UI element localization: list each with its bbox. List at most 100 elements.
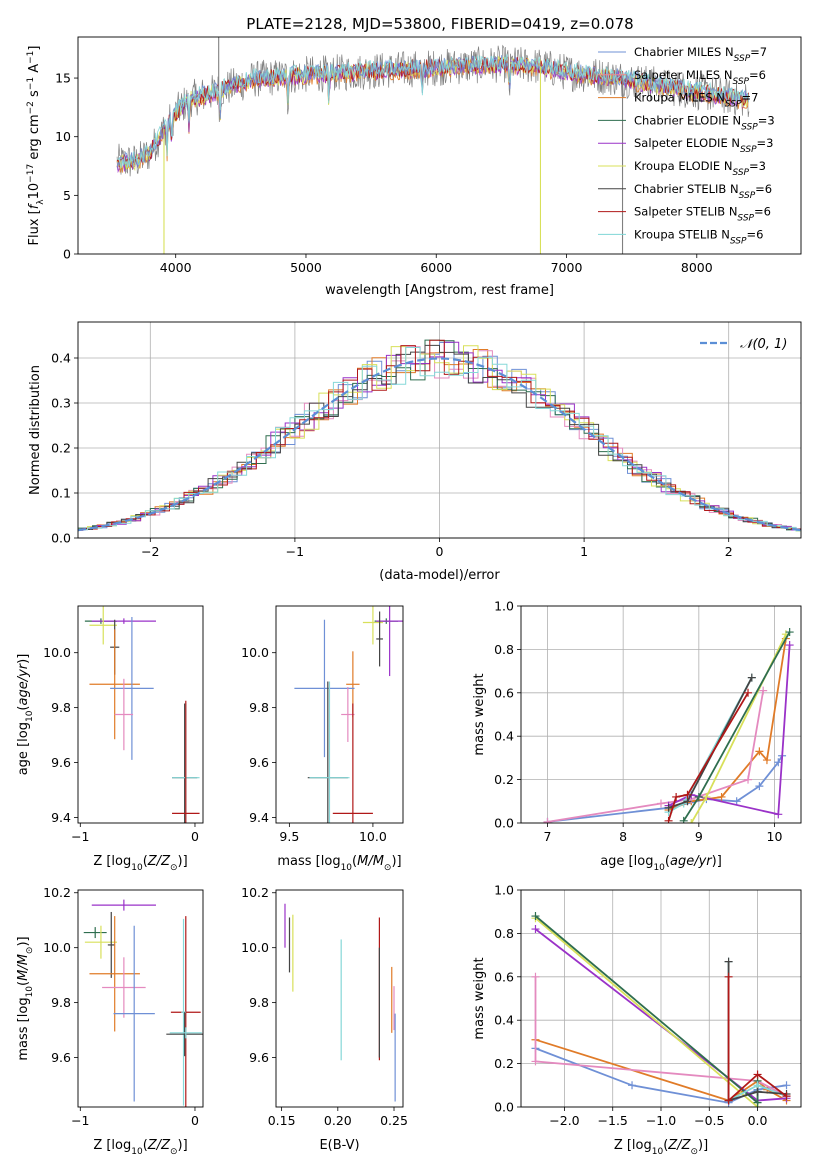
- x-tick-label: −1: [71, 1113, 89, 1128]
- x-tick-label: 4000: [160, 260, 192, 275]
- y-tick-label: 9.8: [51, 700, 71, 715]
- normal-curve: [78, 357, 801, 532]
- y-tick-label: 9.6: [249, 755, 269, 770]
- y-tick-label: 5: [63, 188, 71, 203]
- weight-line: [534, 917, 759, 1107]
- mass-weight-vs-metallicity-plot: −2.0 −1.5 −1.0 −0.5 0.0 0.0 0.2 0.4 0.6 0.8 1.0 Z […: [472, 883, 802, 1157]
- axes: 7 8 9 10 0.0 0.2 0.4 0.6 0.8 1.0 age [log10(age/yr…: [472, 599, 802, 873]
- y-tick-label: 0: [63, 247, 71, 262]
- axes: 0.15 0.20 0.25 9.6 9.8 10.0 10.2 E(B-V): [241, 885, 408, 1153]
- weight-marker: [762, 756, 771, 765]
- y-tick-label: 10.0: [43, 645, 71, 660]
- weight-marker: [683, 790, 692, 799]
- axes-frame: [520, 889, 802, 1108]
- data-spectrum-line: [116, 44, 750, 177]
- weight-marker: [755, 747, 764, 756]
- y-axis-label: Normed distribution: [28, 365, 43, 495]
- x-axis-label: Z [log10(Z/Z⊙)]: [93, 1138, 187, 1157]
- x-tick-label: 5000: [290, 260, 322, 275]
- x-tick-label: 0: [436, 544, 444, 559]
- weight-marker: [531, 912, 540, 921]
- x-tick-label: 8: [619, 829, 627, 844]
- weight-marker: [744, 775, 753, 784]
- y-tick-label: 0.0: [51, 531, 71, 546]
- legend: Chabrier MILES NSSP=7 Salpeter MILES NSSP…: [598, 45, 775, 246]
- axes-frame: [77, 321, 802, 539]
- y-tick-label: 9.6: [51, 755, 71, 770]
- weight-marker: [694, 792, 703, 801]
- axes-frame: [77, 889, 204, 1108]
- weight-marker: [785, 641, 794, 650]
- y-tick-label: 10.2: [43, 885, 71, 900]
- weight-marker: [543, 817, 552, 823]
- y-tick-label: 9.6: [51, 1050, 71, 1065]
- axes: −2 −1 0 1 2 0.0 0.1 0.2 0.3 0.4 (data-model)/error…: [28, 321, 802, 583]
- y-tick-label: 0.4: [51, 351, 71, 366]
- weight-marker: [531, 1057, 540, 1066]
- legend-label: Kroupa ELODIE NSSP=3: [634, 159, 766, 178]
- y-tick-label: 9.4: [51, 810, 71, 825]
- y-axis-label: mass [log10(M/M⊙)]: [16, 936, 35, 1060]
- weight-marker: [724, 957, 733, 966]
- weight-marker: [774, 810, 783, 819]
- weight-line: [727, 976, 788, 1103]
- plot-area: [543, 628, 794, 823]
- x-axis-label: (data-model)/error: [379, 568, 500, 583]
- axes-frame: [275, 889, 404, 1108]
- weight-line: [547, 690, 765, 823]
- weight-marker: [679, 816, 688, 823]
- y-axis-label: mass weight: [472, 957, 487, 1039]
- x-tick-label: −1: [71, 829, 89, 844]
- axes: −2.0 −1.5 −1.0 −0.5 0.0 0.0 0.2 0.4 0.6 0.8 1.0 Z […: [472, 883, 802, 1157]
- x-axis-label: Z [log10(Z/Z⊙)]: [93, 854, 187, 873]
- weight-marker: [732, 797, 741, 806]
- x-tick-label: −2.0: [549, 1113, 579, 1128]
- x-axis-label: age [log10(age/yr)]: [600, 854, 722, 873]
- axes: 9.5 10.0 9.4 9.6 9.8 10.0 mass [log10(M/M⊙)]: [241, 605, 404, 873]
- figure-title: PLATE=2128, MJD=53800, FIBERID=0419, z=0…: [246, 15, 633, 33]
- y-tick-label: 10.0: [241, 645, 269, 660]
- mass-weight-vs-age-plot: 7 8 9 10 0.0 0.2 0.4 0.6 0.8 1.0 age [log10(age/yr…: [472, 599, 802, 873]
- residual-histogram: [78, 339, 801, 531]
- y-axis-label: age [log10(age/yr)]: [16, 654, 35, 776]
- legend: 𝒩(0, 1): [700, 337, 787, 352]
- plot-area: [116, 37, 750, 254]
- spectrum-plot: 4000 5000 6000 7000 8000 0 5 10 15 wavelength [An…: [26, 36, 802, 298]
- x-tick-label: −1.5: [598, 1113, 628, 1128]
- x-tick-label: 10.0: [359, 829, 387, 844]
- x-tick-label: 6000: [420, 260, 452, 275]
- weight-marker: [702, 792, 711, 801]
- legend-label: Kroupa STELIB NSSP=6: [634, 227, 763, 246]
- y-tick-label: 9.8: [249, 995, 269, 1010]
- weight-marker: [785, 628, 794, 637]
- x-tick-label: −2: [141, 544, 159, 559]
- x-tick-label: 1: [580, 544, 588, 559]
- residuals-plot: −2 −1 0 1 2 0.0 0.1 0.2 0.3 0.4 (data-model)/error…: [28, 321, 802, 583]
- y-tick-label: 0.0: [494, 816, 514, 831]
- y-tick-label: 1.0: [494, 599, 514, 614]
- weight-marker: [744, 688, 753, 697]
- weight-marker: [755, 782, 764, 791]
- legend-label: Chabrier MILES NSSP=7: [634, 45, 767, 64]
- x-tick-label: 10: [767, 829, 783, 844]
- x-tick-label: 8000: [681, 260, 713, 275]
- plot-area: [78, 339, 801, 532]
- y-tick-label: 0.6: [494, 685, 514, 700]
- y-tick-label: 10: [55, 129, 71, 144]
- legend-label: Chabrier STELIB NSSP=6: [634, 182, 772, 201]
- axes: −1 0 9.6 9.8 10.0 10.2 Z [log10(Z/Z⊙)] mass [lo…: [16, 885, 204, 1157]
- weight-marker: [717, 792, 726, 801]
- x-tick-label: 0.20: [324, 1113, 352, 1128]
- y-tick-label: 0.8: [494, 642, 514, 657]
- axes-frame: [77, 605, 204, 824]
- weight-marker: [759, 686, 768, 695]
- x-tick-label: 0: [191, 1113, 199, 1128]
- y-tick-label: 15: [55, 71, 71, 86]
- y-tick-label: 0.2: [494, 1056, 514, 1071]
- y-axis-label: Flux [fλ10−17 erg cm−2 s−1 A−1]: [26, 46, 46, 246]
- mass-vs-metallicity-plot: −1 0 9.6 9.8 10.0 10.2 Z [log10(Z/Z⊙)] mass [lo…: [16, 885, 204, 1157]
- y-axis-label: mass weight: [472, 673, 487, 755]
- weight-marker: [724, 1096, 733, 1105]
- weight-line: [668, 645, 791, 816]
